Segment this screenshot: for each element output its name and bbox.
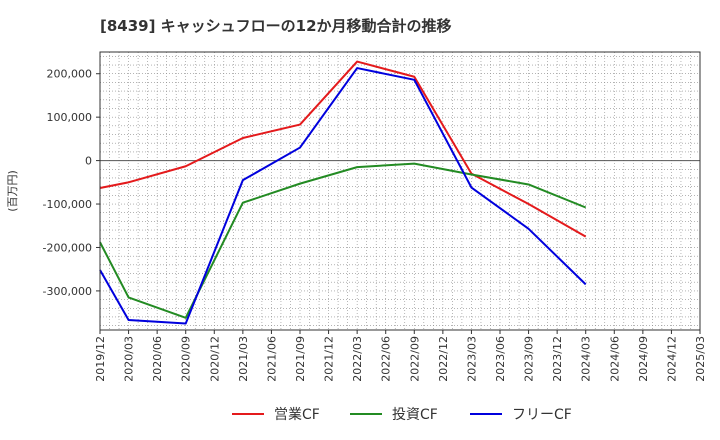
x-tick-label: 2020/06	[151, 336, 164, 382]
series-line-operating-cf	[99, 60, 587, 238]
x-tick-label: 2021/12	[323, 336, 336, 382]
chart-title: [8439] キャッシュフローの12か月移動合計の推移	[100, 17, 452, 35]
y-tick-label: 0	[85, 155, 92, 168]
series-line-free-cf	[99, 67, 587, 325]
grid-lines	[100, 52, 700, 330]
x-tick-label: 2023/06	[494, 336, 507, 382]
series-lines	[99, 60, 587, 325]
series-line-investing-cf	[99, 162, 587, 319]
plot-border	[99, 51, 701, 331]
y-tick-label: -200,000	[43, 241, 92, 254]
x-tick-label: 2024/06	[608, 336, 621, 382]
x-tick-label: 2025/03	[694, 336, 707, 382]
x-tick-label: 2023/03	[465, 336, 478, 382]
x-tick-label: 2022/03	[351, 336, 364, 382]
x-tick-label: 2024/03	[580, 336, 593, 382]
x-tick-label: 2023/09	[523, 336, 536, 382]
x-tick-label: 2021/06	[265, 336, 278, 382]
y-tick-label: 200,000	[47, 68, 93, 81]
x-tick-label: 2022/09	[408, 336, 421, 382]
x-tick-label: 2022/12	[437, 336, 450, 382]
y-tick-label: -300,000	[43, 285, 92, 298]
x-tick-label: 2021/03	[237, 336, 250, 382]
legend-label: 営業CF	[274, 407, 320, 423]
x-tick-label: 2024/09	[637, 336, 650, 382]
y-axis-label: (百万円)	[6, 170, 19, 212]
legend-label: フリーCF	[512, 407, 572, 423]
legend: 営業CF 投資CF フリーCF	[232, 407, 572, 423]
x-tick-label: 2021/09	[294, 336, 307, 382]
y-tick-label: -100,000	[43, 198, 92, 211]
legend-label: 投資CF	[392, 407, 438, 423]
x-tick-label: 2020/03	[123, 336, 136, 382]
x-tick-label: 2024/12	[665, 336, 678, 382]
x-tick-label: 2019/12	[94, 336, 107, 382]
x-axis: 2019/12 2020/03 2020/06 2020/09 2020/12 2021/…	[94, 330, 707, 382]
y-tick-label: 100,000	[47, 111, 93, 124]
x-tick-label: 2020/09	[180, 336, 193, 382]
plot-area	[99, 51, 701, 331]
y-axis: 200,000 100,000 0 -100,000 -200,000 -300,000	[43, 68, 100, 298]
x-tick-label: 2020/12	[208, 336, 221, 382]
x-tick-label: 2023/12	[551, 336, 564, 382]
x-tick-label: 2022/06	[380, 336, 393, 382]
